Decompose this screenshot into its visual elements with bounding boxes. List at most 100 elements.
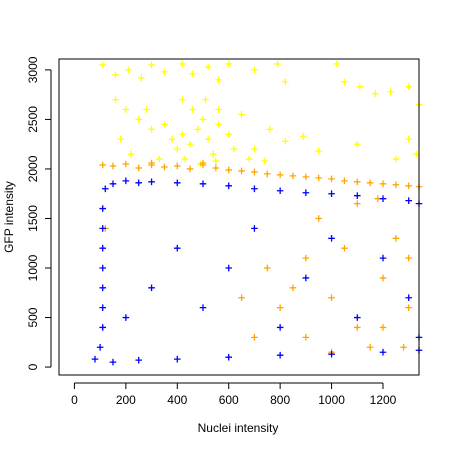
point-s0-59 [212, 157, 220, 165]
point-s1-5 [161, 163, 168, 171]
point-s0-32 [204, 135, 212, 143]
y-tick-label: 1500 [26, 205, 40, 232]
point-s0-36 [238, 111, 245, 118]
x-tick-label: 1000 [318, 393, 345, 407]
point-s0-1 [112, 71, 119, 79]
point-s0-5 [161, 68, 168, 76]
point-s2-7 [99, 225, 107, 232]
point-s2-40 [302, 274, 310, 282]
point-s1-0 [99, 161, 107, 169]
point-s1-26 [148, 159, 155, 167]
plot-frame [58, 58, 420, 376]
point-s2-44 [405, 294, 413, 302]
point-s1-45 [263, 264, 271, 272]
y-tick-label: 0 [26, 363, 40, 370]
point-s2-14 [173, 179, 181, 187]
y-tick-label: 500 [26, 307, 40, 327]
y-axis: 0 500 1000 1500 2000 2500 3000 [26, 56, 52, 370]
point-s0-40 [299, 132, 307, 140]
point-s0-48 [143, 106, 150, 113]
point-s0-18 [387, 88, 395, 95]
point-s1-35 [366, 343, 374, 351]
point-s0-34 [215, 121, 222, 128]
point-s0-41 [315, 147, 323, 155]
point-s2-38 [251, 225, 258, 232]
point-s1-10 [225, 166, 233, 174]
point-s2-20 [328, 190, 335, 198]
x-tick-label: 800 [270, 393, 290, 407]
point-s1-36 [392, 234, 400, 242]
point-s0-27 [173, 145, 181, 153]
point-s2-41 [328, 234, 335, 242]
point-s1-30 [328, 294, 335, 302]
point-s2-22 [379, 195, 387, 202]
point-s0-44 [405, 135, 413, 143]
point-s0-8 [204, 63, 212, 71]
point-s2-4 [99, 284, 107, 292]
y-tick-label: 2000 [26, 155, 40, 182]
point-s2-37 [225, 264, 233, 272]
point-s0-12 [274, 60, 281, 68]
point-s2-10 [109, 180, 117, 188]
point-s1-39 [341, 244, 348, 252]
point-s0-11 [251, 66, 258, 74]
point-s0-55 [245, 155, 253, 163]
point-s1-27 [199, 159, 207, 167]
point-s1-16 [302, 173, 310, 181]
x-tick-label: 0 [71, 393, 78, 407]
point-s2-29 [276, 351, 284, 359]
point-s2-3 [99, 304, 107, 311]
point-s2-36 [199, 304, 207, 311]
point-s1-1 [109, 162, 117, 170]
x-tick-label: 400 [167, 393, 187, 407]
point-s2-2 [99, 324, 107, 331]
point-s0-22 [122, 106, 130, 113]
point-s2-13 [148, 178, 155, 186]
point-s0-28 [179, 130, 186, 138]
y-tick-label: 2500 [26, 106, 40, 133]
point-s0-25 [161, 121, 168, 128]
point-s1-14 [276, 171, 284, 179]
point-s0-14 [333, 60, 341, 68]
point-s1-41 [379, 324, 387, 331]
point-s2-27 [173, 355, 181, 363]
point-s2-43 [379, 254, 387, 262]
point-s1-22 [379, 180, 387, 188]
point-s0-13 [281, 78, 289, 86]
point-s0-56 [261, 157, 269, 165]
point-s0-17 [371, 90, 379, 97]
point-s2-11 [122, 177, 130, 185]
point-s2-19 [302, 189, 310, 197]
point-s2-0 [91, 355, 99, 363]
x-tick-label: 1200 [370, 393, 397, 407]
point-s1-12 [251, 168, 258, 176]
point-s1-20 [353, 178, 361, 186]
point-s1-33 [276, 304, 284, 311]
point-s2-9 [101, 185, 109, 193]
point-s0-2 [125, 66, 132, 74]
point-s0-7 [189, 70, 197, 78]
point-s1-17 [315, 174, 323, 182]
point-s2-31 [379, 348, 387, 356]
point-s0-31 [199, 116, 207, 123]
point-s0-19 [405, 83, 413, 91]
point-s2-33 [122, 314, 130, 321]
point-s2-18 [276, 187, 284, 195]
point-s2-23 [405, 197, 413, 204]
point-s1-37 [405, 304, 413, 311]
point-s0-39 [281, 137, 289, 145]
point-s2-30 [328, 350, 335, 358]
point-s0-24 [148, 126, 155, 133]
point-s1-48 [238, 294, 245, 302]
point-s0-52 [202, 96, 209, 103]
point-s0-16 [356, 83, 364, 91]
point-s2-16 [225, 182, 233, 190]
point-s1-21 [366, 179, 374, 187]
point-s1-38 [315, 215, 323, 222]
point-s2-17 [251, 185, 258, 193]
point-s1-47 [400, 343, 407, 351]
points-layer [91, 60, 423, 366]
point-s0-38 [266, 126, 274, 133]
point-s0-49 [155, 155, 163, 163]
point-s1-42 [302, 334, 310, 341]
